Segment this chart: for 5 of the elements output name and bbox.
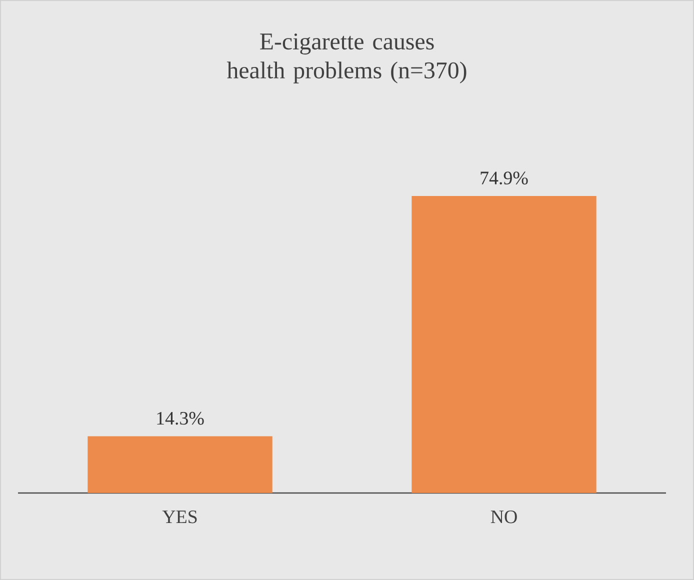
x-tick-label: NO xyxy=(490,510,517,524)
data-label: 14.3% xyxy=(157,412,204,425)
data-label: 74.9% xyxy=(480,172,528,184)
chart-title: E-cigarette causes health problems (n=370) xyxy=(226,34,466,84)
x-tick-label: YES xyxy=(162,510,197,524)
